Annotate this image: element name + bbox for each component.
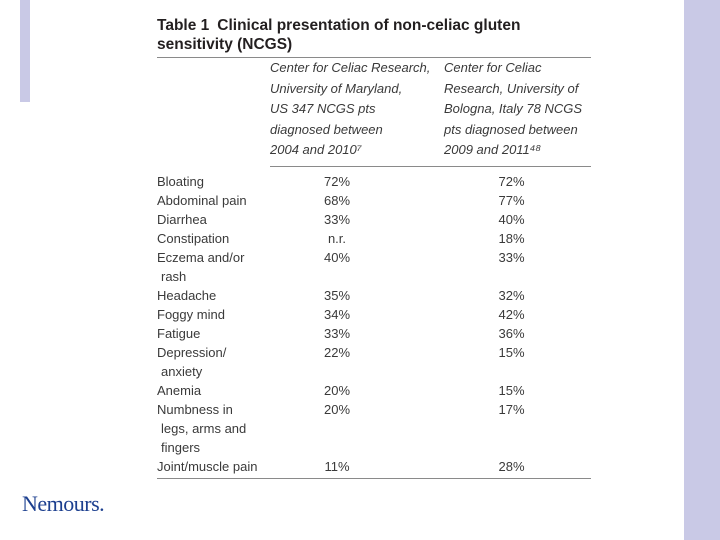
table-row: Bloating 72% 72% bbox=[157, 172, 591, 191]
col2-value: 42% bbox=[498, 306, 525, 322]
col1-value: n.r. bbox=[327, 230, 347, 246]
table-row: Joint/muscle pain 11% 28% bbox=[157, 457, 591, 476]
col1-value: 20% bbox=[323, 401, 351, 417]
right-accent-bar bbox=[684, 0, 720, 540]
table-label: Table 1 bbox=[157, 17, 210, 34]
row-label-cont: anxiety bbox=[161, 363, 203, 379]
col1-header-line: US 347 NCGS pts bbox=[270, 101, 376, 116]
table-row: Eczema and/or rash 40% 33% bbox=[157, 248, 591, 286]
col2-value: 28% bbox=[498, 458, 525, 474]
row-label: Fatigue bbox=[157, 325, 201, 341]
row-label-cont: rash bbox=[161, 268, 187, 284]
col1-value: 33% bbox=[323, 211, 351, 227]
table-row: Headache 35% 32% bbox=[157, 286, 591, 305]
table-title-text: Clinical presentation of non-celiac glut… bbox=[157, 17, 521, 53]
table-row: Numbness in legs, arms and fingers 20% 17… bbox=[157, 400, 591, 457]
table-header: Center for Celiac Research, University o… bbox=[157, 58, 591, 166]
col1-header-line: 2004 and 2010⁷ bbox=[270, 142, 362, 157]
col2-value: 77% bbox=[498, 192, 525, 208]
row-label: Diarrhea bbox=[157, 211, 207, 227]
col2-header-line: Bologna, Italy 78 NCGS bbox=[444, 101, 583, 116]
col2-value: 32% bbox=[498, 287, 525, 303]
table-row: Abdominal pain 68% 77% bbox=[157, 191, 591, 210]
left-accent-bar bbox=[20, 0, 30, 102]
row-label: Depression/ bbox=[157, 344, 227, 360]
table-row: Constipation n.r. 18% bbox=[157, 229, 591, 248]
table-row: Diarrhea 33% 40% bbox=[157, 210, 591, 229]
col2-value: 36% bbox=[498, 325, 525, 341]
row-label: Abdominal pain bbox=[157, 192, 247, 208]
table-row: Anemia 20% 15% bbox=[157, 381, 591, 400]
col2-header-line: pts diagnosed between bbox=[444, 121, 578, 137]
col2-header: Center for Celiac Research, University o… bbox=[444, 58, 591, 161]
table-body: Bloating 72% 72% Abdominal pain 68% 77% … bbox=[157, 172, 591, 476]
col2-value: 17% bbox=[498, 401, 525, 417]
row-label: Anemia bbox=[157, 382, 202, 398]
row-label: Numbness in bbox=[157, 401, 233, 417]
nemours-logo: Nemours. bbox=[22, 491, 105, 516]
col2-value: 33% bbox=[498, 249, 525, 265]
col1-value: 35% bbox=[323, 287, 351, 303]
col2-header-line: 2009 and 2011⁴⁸ bbox=[444, 142, 542, 157]
row-label: Constipation bbox=[157, 230, 230, 246]
col1-header-line: Center for Celiac Research, bbox=[270, 60, 431, 75]
col1-header-line: University of Maryland, bbox=[270, 80, 403, 96]
col1-header: Center for Celiac Research, University o… bbox=[270, 58, 444, 161]
col1-value: 34% bbox=[323, 306, 351, 322]
col1-header-line: diagnosed between bbox=[270, 121, 383, 137]
row-label: Joint/muscle pain bbox=[157, 458, 258, 474]
symptom-table: Table 1 Clinical presentation of non-celi… bbox=[157, 16, 591, 479]
col1-value: 68% bbox=[323, 192, 351, 208]
row-label: Bloating bbox=[157, 173, 204, 189]
row-label: Foggy mind bbox=[157, 306, 225, 322]
table-title: Table 1 Clinical presentation of non-celi… bbox=[157, 16, 591, 54]
col1-value: 72% bbox=[323, 173, 351, 189]
row-label: Eczema and/or bbox=[157, 249, 245, 265]
table-top-rule bbox=[157, 57, 591, 58]
col2-value: 18% bbox=[498, 230, 525, 246]
table-row: Depression/anxiety 22% 15% bbox=[157, 343, 591, 381]
table-row: Foggy mind 34% 42% bbox=[157, 305, 591, 324]
col1-value: 33% bbox=[323, 325, 351, 341]
col1-value: 11% bbox=[324, 458, 350, 474]
header-rule bbox=[270, 165, 591, 167]
col2-header-line: Center for Celiac bbox=[444, 60, 542, 75]
col1-value: 20% bbox=[323, 382, 351, 398]
col2-value: 40% bbox=[498, 211, 525, 227]
row-label-cont: legs, arms and fingers bbox=[161, 420, 247, 455]
table-row: Fatigue 33% 36% bbox=[157, 324, 591, 343]
col2-header-line: Research, University of bbox=[444, 80, 579, 96]
col2-value: 15% bbox=[498, 344, 525, 360]
row-label: Headache bbox=[157, 287, 217, 303]
table-bottom-rule bbox=[157, 477, 591, 479]
col2-value: 15% bbox=[498, 382, 525, 398]
col1-value: 40% bbox=[323, 249, 351, 265]
col2-value: 72% bbox=[498, 173, 525, 189]
col1-value: 22% bbox=[323, 344, 351, 360]
